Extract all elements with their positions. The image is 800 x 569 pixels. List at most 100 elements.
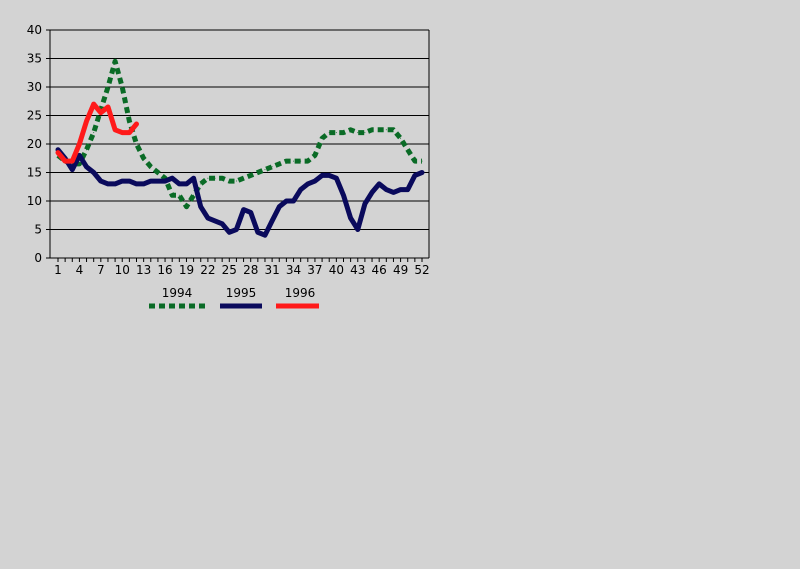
data-point-1994 [257, 172, 259, 173]
data-point-1995 [314, 180, 316, 182]
data-point-1995 [328, 174, 330, 176]
data-point-1996 [100, 112, 102, 114]
data-point-1996 [57, 152, 59, 154]
x-tick-label: 52 [414, 263, 429, 277]
data-point-1994 [400, 137, 402, 139]
data-point-1994 [121, 86, 123, 88]
data-point-1994 [93, 132, 95, 134]
data-point-1994 [207, 177, 209, 179]
data-point-1994 [171, 194, 173, 196]
data-point-1994 [107, 86, 109, 88]
data-point-1995 [264, 234, 266, 236]
y-tick-label: 15 [27, 166, 42, 180]
x-tick-label: 22 [200, 263, 215, 277]
data-point-1995 [278, 206, 280, 208]
x-tick-label: 37 [307, 263, 322, 277]
y-tick-label: 25 [27, 109, 42, 123]
data-point-1995 [185, 183, 187, 185]
legend-label: 1995 [226, 286, 257, 300]
legend-label: 1994 [162, 286, 193, 300]
x-tick-label: 4 [76, 263, 84, 277]
data-point-1994 [143, 157, 145, 159]
data-point-1994 [285, 160, 287, 162]
data-point-1994 [264, 169, 266, 171]
data-point-1994 [193, 194, 195, 196]
y-tick-label: 20 [27, 137, 42, 151]
x-tick-label: 28 [243, 263, 258, 277]
data-point-1995 [378, 183, 380, 185]
data-point-1994 [157, 172, 159, 173]
data-point-1994 [385, 129, 387, 131]
data-point-1994 [371, 129, 373, 131]
data-point-1996 [78, 143, 80, 145]
data-point-1995 [221, 223, 223, 225]
x-tick-label: 34 [286, 263, 301, 277]
data-point-1995 [57, 149, 59, 151]
data-point-1994 [357, 132, 359, 134]
x-tick-label: 46 [372, 263, 387, 277]
data-point-1995 [100, 180, 102, 182]
data-point-1994 [421, 160, 423, 162]
x-tick-label: 40 [329, 263, 344, 277]
data-point-1994 [307, 160, 309, 162]
data-point-1995 [235, 229, 237, 230]
y-tick-label: 30 [27, 80, 42, 94]
data-point-1994 [335, 132, 337, 134]
x-tick-label: 19 [179, 263, 194, 277]
legend-label: 1996 [285, 286, 316, 300]
data-point-1995 [150, 180, 152, 182]
data-point-1994 [300, 160, 302, 162]
data-point-1994 [321, 137, 323, 139]
y-tick-label: 5 [34, 223, 42, 237]
data-point-1996 [71, 160, 73, 162]
data-point-1994 [86, 149, 88, 151]
data-point-1995 [200, 206, 202, 208]
data-point-1995 [342, 194, 344, 196]
data-point-1995 [271, 220, 273, 222]
data-point-1994 [214, 177, 216, 179]
data-point-1995 [86, 166, 88, 168]
data-point-1995 [121, 180, 123, 182]
data-point-1994 [378, 129, 380, 131]
data-point-1995 [107, 183, 109, 185]
y-tick-label: 10 [27, 194, 42, 208]
data-point-1994 [150, 166, 152, 168]
data-point-1995 [214, 220, 216, 222]
data-point-1994 [342, 132, 344, 134]
data-point-1995 [243, 209, 245, 211]
data-point-1994 [243, 177, 245, 179]
data-point-1995 [207, 217, 209, 219]
data-point-1994 [407, 149, 409, 151]
data-point-1996 [93, 103, 95, 105]
data-point-1994 [328, 132, 330, 134]
data-point-1994 [293, 160, 295, 162]
data-point-1995 [385, 189, 387, 191]
data-point-1994 [250, 174, 252, 176]
data-point-1994 [185, 206, 187, 208]
data-point-1995 [128, 180, 130, 182]
x-tick-label: 49 [393, 263, 408, 277]
series-line-1996 [55, 101, 139, 164]
series-lines [55, 58, 425, 238]
data-point-1995 [93, 172, 95, 173]
data-point-1995 [157, 180, 159, 182]
data-point-1994 [364, 132, 366, 134]
data-point-1995 [414, 174, 416, 176]
x-tick-label: 31 [264, 263, 279, 277]
data-point-1995 [300, 189, 302, 191]
data-point-1995 [392, 191, 394, 193]
data-point-1994 [350, 129, 352, 131]
data-point-1995 [400, 189, 402, 191]
data-point-1995 [293, 200, 295, 202]
data-point-1995 [364, 203, 366, 205]
data-point-1994 [178, 194, 180, 196]
data-point-1995 [285, 200, 287, 202]
data-point-1996 [114, 129, 116, 131]
data-point-1994 [235, 180, 237, 182]
data-point-1996 [128, 132, 130, 134]
data-point-1995 [78, 154, 80, 156]
series-line-1994 [56, 58, 422, 210]
data-point-1995 [143, 183, 145, 185]
tick-labels: 0 5 10 15 20 25 30 35 40 1 4 7 10 13 16 19 22 25 28 31 34 37 4… [27, 23, 430, 277]
